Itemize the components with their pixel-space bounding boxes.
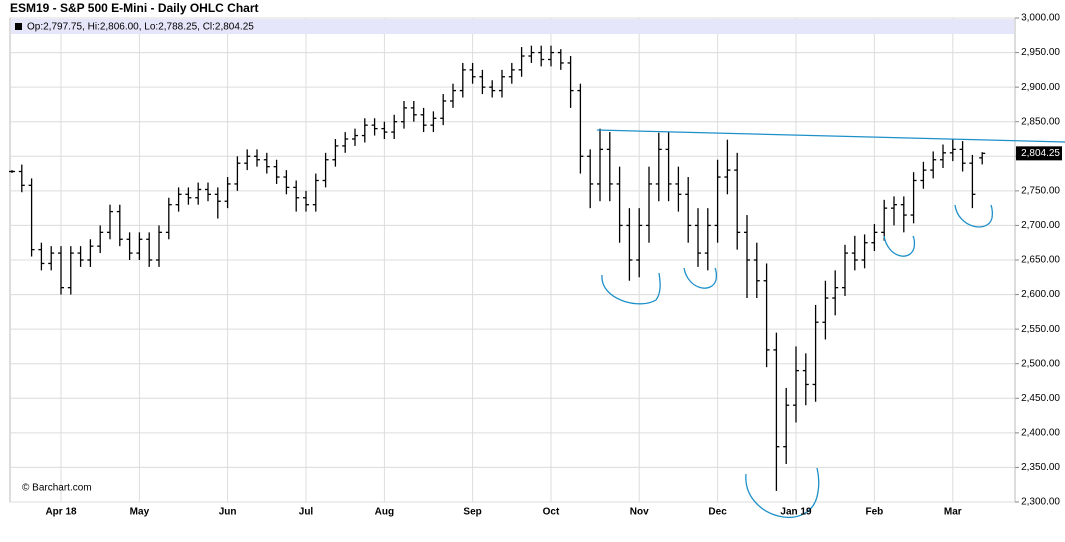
info-band [11, 19, 1014, 34]
left-shoulder-arc-2 [683, 267, 718, 289]
neckline [596, 129, 1065, 143]
last-price-box [1016, 146, 1062, 161]
axis: 2,300.00 2,350.00 2,400.00 2,450.00 2,500.00… [45, 13, 1062, 518]
y-tick-label: 2,300.00 [1021, 497, 1060, 508]
annotations [596, 129, 1065, 518]
x-tick-label: Nov [630, 507, 649, 518]
x-tick-label: Feb [866, 507, 884, 518]
y-tick-label: 2,950.00 [1021, 47, 1060, 58]
y-tick-label: 2,700.00 [1021, 220, 1060, 231]
x-tick-label: Jun [219, 507, 237, 518]
y-tick-label: 2,600.00 [1021, 289, 1060, 300]
last-price-label: 2,804.25 [1021, 148, 1060, 159]
x-tick-label: Jan 19 [780, 507, 812, 518]
y-tick-label: 2,500.00 [1021, 358, 1060, 369]
y-tick-label: 2,900.00 [1021, 82, 1060, 93]
x-tick-label: Apr 18 [45, 507, 77, 518]
y-tick-label: 2,550.00 [1021, 324, 1060, 335]
right-shoulder-arc-2 [954, 204, 994, 228]
right-shoulder-arc [883, 235, 916, 257]
x-tick-label: Sep [463, 507, 481, 518]
info-text: Op:2,797.75, Hi:2,806.00, Lo:2,788.25, C… [27, 22, 254, 33]
chart-title: ESM19 - S&P 500 E-Mini - Daily OHLC Char… [10, 1, 259, 15]
x-tick-label: Dec [708, 507, 727, 518]
x-tick-label: Oct [543, 507, 560, 518]
y-tick-label: 2,400.00 [1021, 427, 1060, 438]
y-tick-label: 3,000.00 [1021, 13, 1060, 24]
grid [10, 17, 1015, 503]
y-tick-label: 2,850.00 [1021, 116, 1060, 127]
y-tick-label: 2,750.00 [1021, 185, 1060, 196]
x-tick-label: Jul [299, 507, 314, 518]
x-tick-label: May [130, 507, 150, 518]
bars [9, 45, 986, 491]
x-tick-label: Mar [944, 507, 962, 518]
credit: © Barchart.com [22, 483, 92, 494]
y-tick-label: 2,350.00 [1021, 462, 1060, 473]
y-tick-label: 2,650.00 [1021, 255, 1060, 266]
left-shoulder-arc [601, 272, 661, 305]
y-tick-label: 2,450.00 [1021, 393, 1060, 404]
head-arc [745, 467, 820, 518]
x-tick-label: Aug [375, 507, 394, 518]
info-icon [15, 23, 22, 30]
